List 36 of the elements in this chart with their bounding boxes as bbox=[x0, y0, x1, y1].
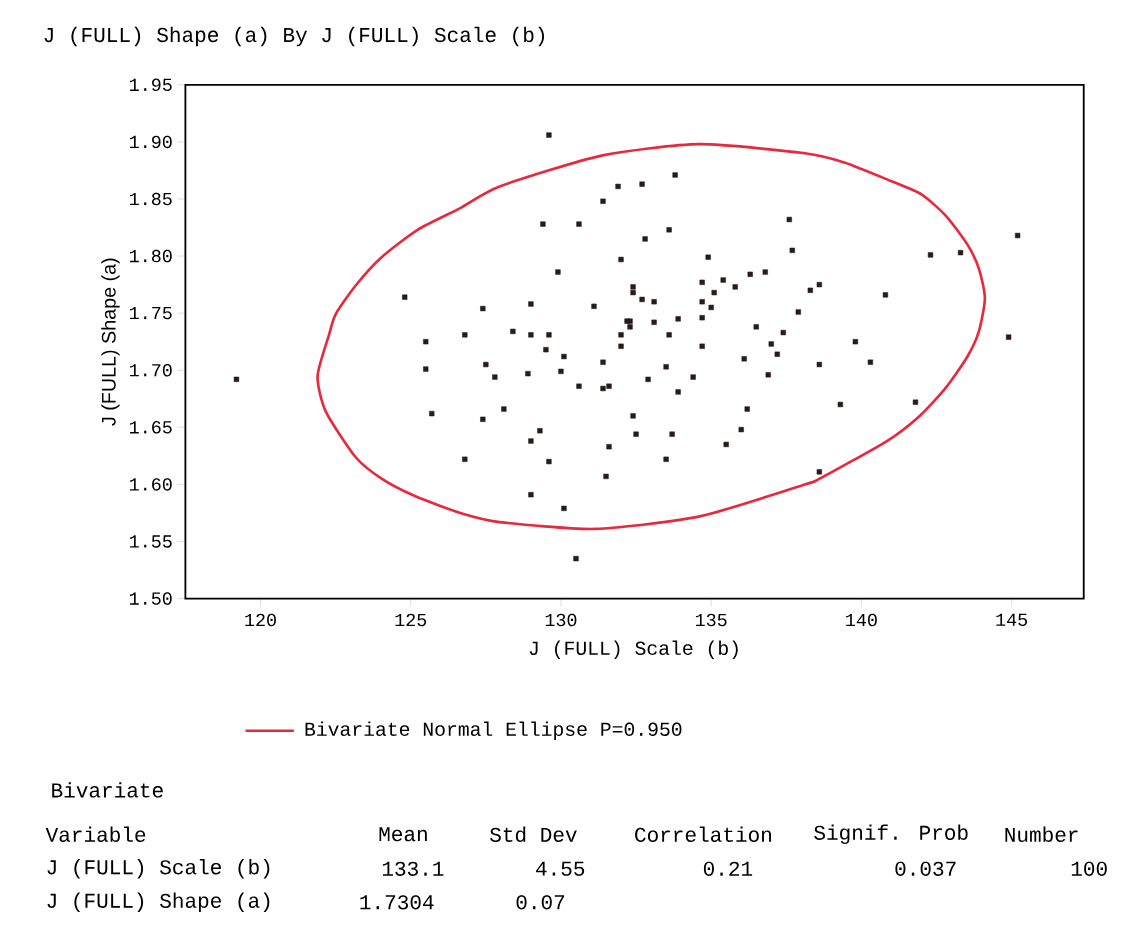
y-tick-label: 1.50 bbox=[130, 592, 172, 605]
text: Bivariate Normal Ellipse P=0.950 bbox=[305, 721, 682, 741]
x-tick-label: 140 bbox=[846, 613, 877, 627]
text: 133.1 bbox=[382, 861, 444, 877]
x-tick-label: 120 bbox=[245, 613, 276, 627]
text: 0.037 bbox=[895, 861, 956, 877]
text: Signif. Prob bbox=[814, 824, 968, 845]
y-tick-label: 1.55 bbox=[130, 535, 172, 548]
text: 4.55 bbox=[536, 861, 585, 876]
text: Number bbox=[1005, 826, 1078, 843]
y-tick-label: 1.60 bbox=[130, 478, 172, 491]
text: Correlation bbox=[635, 826, 771, 843]
x-tick-label: 125 bbox=[395, 613, 427, 627]
text: J (FULL) Scale (b) bbox=[47, 859, 270, 879]
text: Variable bbox=[45, 826, 146, 843]
text: Mean bbox=[379, 827, 427, 842]
x-tick-label: 135 bbox=[695, 613, 727, 627]
y-tick-label: 1.70 bbox=[130, 364, 172, 377]
y-tick-label: 1.75 bbox=[130, 307, 172, 320]
chart-title: J (FULL) Shape (a) By J (FULL) Scale (b) bbox=[44, 26, 545, 47]
text: 0.07 bbox=[516, 895, 565, 910]
text: Bivariate bbox=[52, 782, 163, 798]
text: 1.7304 bbox=[360, 895, 434, 910]
y-axis-title: J (FULL) Shape (a) bbox=[101, 258, 120, 426]
text: 0.21 bbox=[703, 861, 753, 877]
text: 100 bbox=[1071, 861, 1107, 877]
y-tick-label: 1.65 bbox=[130, 421, 172, 434]
x-tick-label: 130 bbox=[545, 613, 577, 627]
x-tick-label: 145 bbox=[996, 613, 1028, 627]
text: J (FULL) Shape (a) bbox=[47, 892, 270, 913]
y-tick-label: 1.80 bbox=[130, 249, 172, 263]
y-tick-label: 1.95 bbox=[130, 78, 172, 92]
y-tick-label: 1.90 bbox=[130, 135, 172, 149]
text: Std Dev bbox=[490, 826, 577, 843]
x-axis-title: J (FULL) Scale (b) bbox=[529, 640, 738, 660]
y-tick-label: 1.85 bbox=[130, 192, 172, 206]
